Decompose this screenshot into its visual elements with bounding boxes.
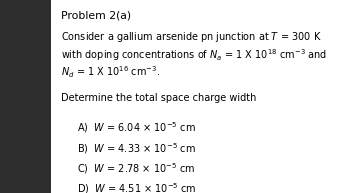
Text: C)  $W$ = 2.78 × 10$^{-5}$ cm: C) $W$ = 2.78 × 10$^{-5}$ cm bbox=[77, 161, 195, 176]
Text: $N_d$ = 1 X 10$^{16}$ cm$^{-3}$.: $N_d$ = 1 X 10$^{16}$ cm$^{-3}$. bbox=[61, 65, 161, 80]
Text: Consider a gallium arsenide pn junction at $T$ = 300 K: Consider a gallium arsenide pn junction … bbox=[61, 30, 322, 44]
Text: Problem 2(a): Problem 2(a) bbox=[61, 11, 131, 21]
Text: D)  $W$ = 4.51 × 10$^{-5}$ cm: D) $W$ = 4.51 × 10$^{-5}$ cm bbox=[77, 181, 197, 193]
Text: Determine the total space charge width: Determine the total space charge width bbox=[61, 93, 257, 103]
Text: with doping concentrations of $N_a$ = 1 X 10$^{18}$ cm$^{-3}$ and: with doping concentrations of $N_a$ = 1 … bbox=[61, 47, 328, 63]
Text: A)  $W$ = 6.04 × 10$^{-5}$ cm: A) $W$ = 6.04 × 10$^{-5}$ cm bbox=[77, 121, 196, 135]
Text: B)  $W$ = 4.33 × 10$^{-5}$ cm: B) $W$ = 4.33 × 10$^{-5}$ cm bbox=[77, 141, 196, 156]
Bar bbox=[0, 0, 51, 193]
